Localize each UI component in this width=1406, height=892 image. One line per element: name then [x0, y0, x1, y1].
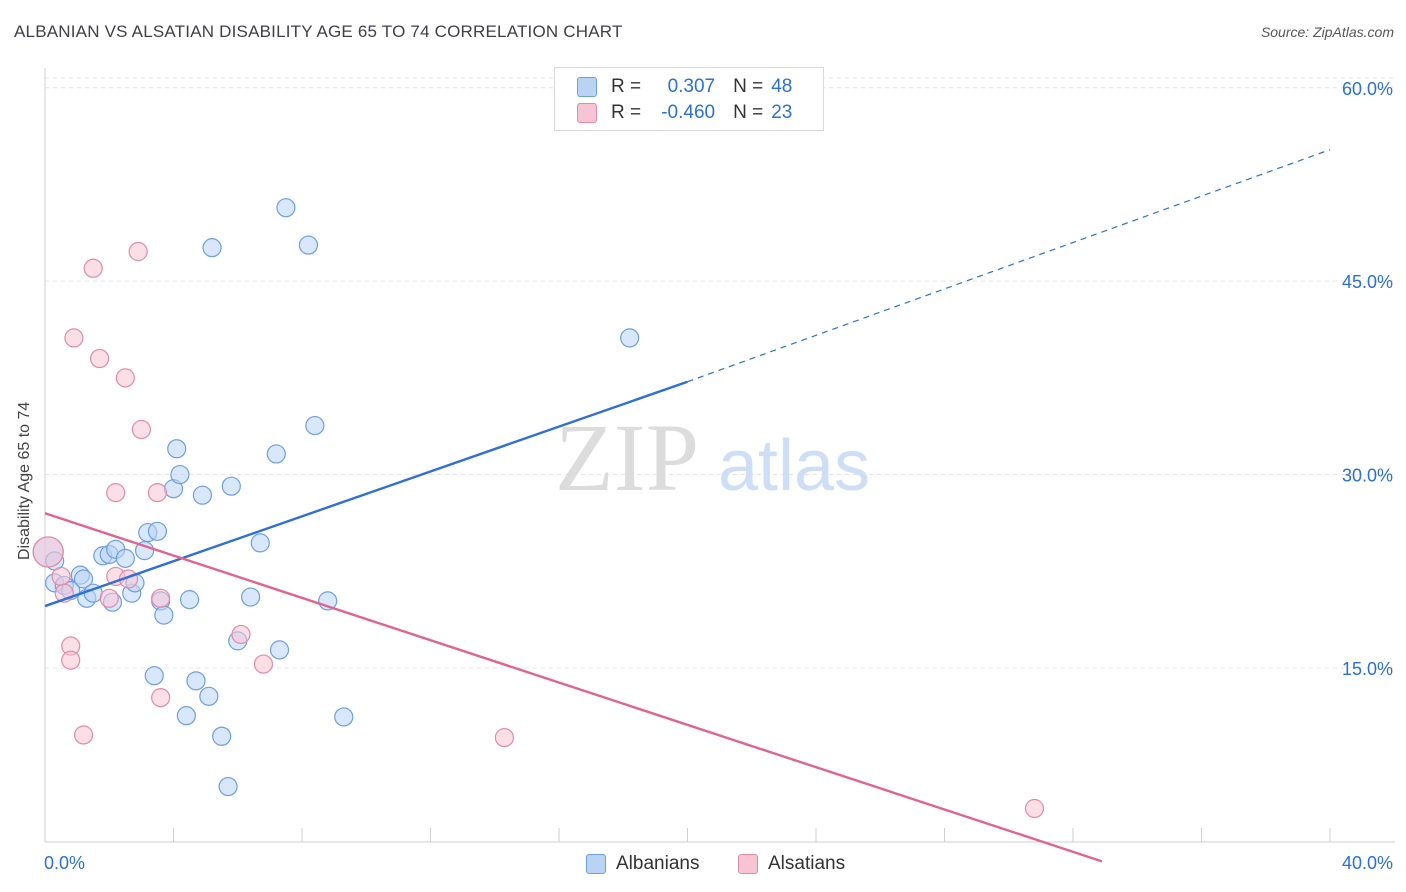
data-points — [32, 198, 1045, 819]
alsatians-point — [32, 536, 64, 568]
albanians-point — [179, 590, 200, 610]
x-tick-label: 40.0% — [1342, 853, 1393, 873]
albanians-point — [154, 605, 174, 625]
albanians-point — [221, 476, 241, 496]
albanians-point — [305, 415, 325, 436]
watermark-zip: ZIP — [555, 404, 699, 511]
albanians-point — [269, 640, 290, 660]
alsatians-point — [99, 588, 119, 608]
y-tick-label: 15.0% — [1342, 659, 1393, 679]
albanians-point — [176, 706, 196, 726]
axes — [44, 68, 1395, 843]
legend-r-label: R = — [611, 76, 642, 97]
albanians-point — [115, 548, 135, 568]
alsatians-point — [128, 241, 148, 262]
alsatians-point — [90, 348, 110, 369]
x-tick-label: 0.0% — [44, 853, 85, 873]
alsatians-point — [106, 483, 126, 503]
alsatians-point — [61, 650, 81, 670]
chart-title: ALBANIAN VS ALSATIAN DISABILITY AGE 65 T… — [14, 22, 623, 41]
legend-n-label: N = — [733, 102, 764, 123]
legend-r-label: R = — [611, 102, 642, 123]
legend-row-alsatians: R = -0.460 N = 23 — [577, 101, 792, 125]
albanians-swatch — [577, 77, 597, 97]
source-credit: Source: ZipAtlas.com — [1260, 24, 1394, 40]
alsatians-trend-line — [44, 512, 1103, 863]
alsatians-point — [231, 624, 251, 645]
albanians-point — [266, 444, 286, 464]
albanians-point — [167, 439, 187, 459]
y-tick-label: 45.0% — [1342, 272, 1393, 292]
albanians-point — [212, 726, 232, 746]
albanians-point — [144, 666, 164, 686]
albanians-point — [218, 776, 238, 797]
albanians-point — [250, 533, 270, 553]
correlation-legend: R = 0.307 N = 48 R = -0.460 N = 23 — [554, 67, 824, 131]
albanians-point — [276, 198, 296, 218]
albanians-r-value: 0.307 — [667, 76, 716, 97]
albanians-point — [134, 541, 155, 561]
albanians-point — [620, 328, 640, 348]
albanians-trend-line — [44, 380, 688, 608]
alsatians-legend-swatch — [738, 854, 758, 874]
alsatians-point — [253, 654, 274, 674]
albanians-point — [241, 587, 261, 607]
albanians-point — [199, 686, 219, 706]
y-tick-label: 60.0% — [1342, 79, 1393, 99]
alsatians-point — [1024, 798, 1045, 819]
albanians-point — [170, 464, 190, 485]
albanians-point — [73, 569, 94, 589]
albanians-point — [147, 521, 168, 541]
bottom-legend-albanians: Albanians — [586, 852, 699, 876]
albanians-point — [192, 485, 213, 505]
watermark-atlas: atlas — [718, 426, 870, 506]
alsatians-point — [147, 483, 168, 503]
alsatians-point — [83, 258, 103, 278]
albanians-trend-extension — [687, 149, 1331, 383]
bottom-legend-alsatians: Alsatians — [738, 852, 845, 876]
albanians-legend-swatch — [586, 854, 606, 874]
alsatians-point — [151, 588, 171, 608]
albanians-point — [186, 671, 206, 691]
y-tick-label: 30.0% — [1342, 466, 1393, 486]
watermark: ZIP atlas — [555, 404, 870, 511]
albanians-point — [298, 235, 319, 255]
legend-row-albanians: R = 0.307 N = 48 — [577, 75, 792, 99]
trend-lines — [44, 149, 1331, 863]
alsatians-point — [115, 368, 135, 388]
alsatians-point — [151, 688, 171, 708]
albanians-legend-label: Albanians — [616, 853, 700, 874]
alsatians-swatch — [577, 103, 597, 123]
alsatians-point — [73, 725, 94, 745]
albanians-n-value: 48 — [771, 76, 793, 97]
tick-labels: 15.0% 30.0% 45.0% 60.0% 0.0% 40.0% — [44, 79, 1393, 873]
albanians-point — [202, 238, 222, 258]
alsatians-n-value: 23 — [771, 102, 793, 123]
legend-n-label: N = — [733, 76, 764, 97]
alsatians-legend-label: Alsatians — [768, 853, 846, 874]
alsatians-point — [64, 328, 84, 348]
alsatians-point — [494, 727, 514, 748]
alsatians-point — [131, 419, 151, 440]
albanians-point — [334, 707, 354, 727]
alsatians-point — [51, 566, 71, 587]
alsatians-r-value: -0.460 — [661, 102, 716, 123]
